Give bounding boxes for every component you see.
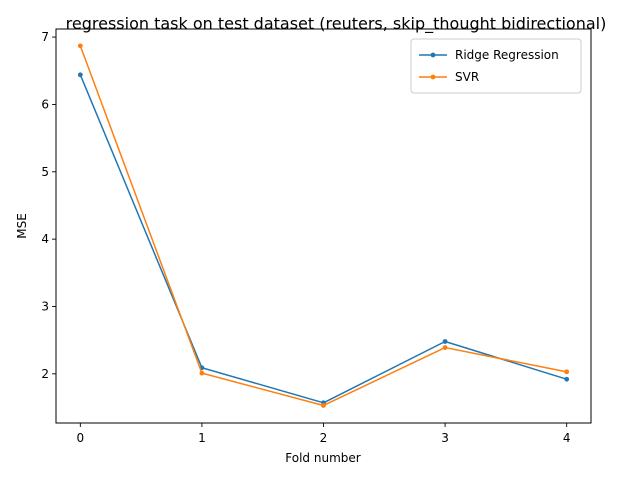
x-tick-label: 2 xyxy=(320,431,328,445)
y-tick-label: 4 xyxy=(41,232,49,246)
legend-box xyxy=(410,38,582,94)
x-tick-label: 1 xyxy=(198,431,206,445)
x-axis-label: Fold number xyxy=(285,451,360,465)
y-tick-label: 3 xyxy=(41,299,49,313)
x-tick-label: 3 xyxy=(441,431,449,445)
legend: Ridge Regression SVR xyxy=(410,38,582,94)
series-point-0-0 xyxy=(77,72,83,78)
legend-marker-0 xyxy=(430,52,436,58)
series-point-1-4 xyxy=(564,369,570,375)
y-tick-label: 2 xyxy=(41,367,49,381)
y-axis-ticks: 2 3 4 5 6 7 xyxy=(41,30,56,381)
x-tick-label: 4 xyxy=(563,431,571,445)
y-axis-label: MSE xyxy=(15,213,29,239)
y-tick-label: 7 xyxy=(41,30,49,44)
y-tick-label: 6 xyxy=(41,97,49,111)
legend-label-1: SVR xyxy=(455,70,479,84)
x-tick-label: 0 xyxy=(76,431,84,445)
series-point-0-3 xyxy=(442,339,448,344)
series-group xyxy=(77,43,570,408)
y-tick-label: 5 xyxy=(41,165,49,179)
x-axis-ticks: 0 1 2 3 4 xyxy=(76,423,571,445)
series-point-1-0 xyxy=(77,43,83,49)
legend-label-0: Ridge Regression xyxy=(455,48,559,62)
series-point-1-3 xyxy=(442,345,448,350)
series-point-0-4 xyxy=(564,376,570,382)
series-point-1-1 xyxy=(199,370,205,376)
chart-title: regression task on test dataset (reuters… xyxy=(66,14,607,34)
series-point-1-2 xyxy=(321,403,326,408)
legend-marker-1 xyxy=(430,74,436,80)
